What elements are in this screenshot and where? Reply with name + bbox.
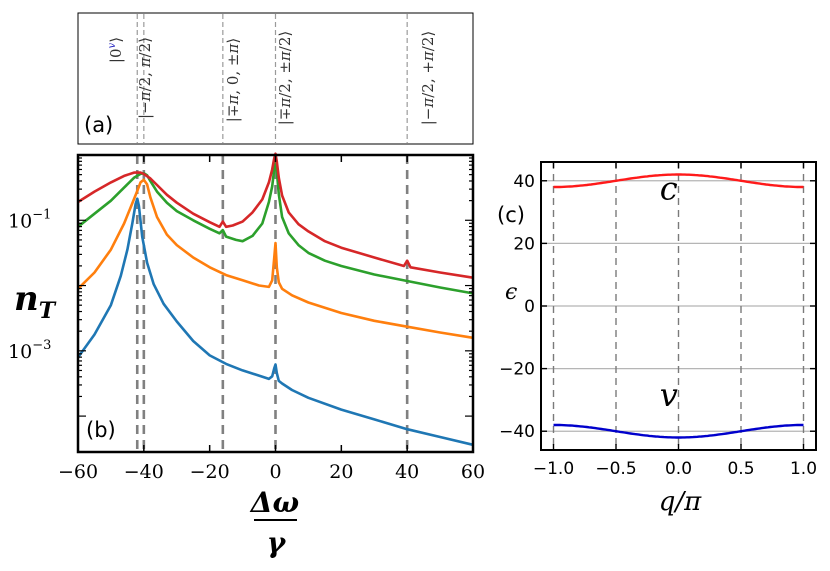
panel-b-xtick-label: 20 bbox=[329, 461, 353, 483]
panel-a: |0v⟩ |−π/2, π/2⟩ |∓π, 0, ±π⟩ |∓π/2, ±π/2… bbox=[77, 12, 474, 145]
series-line-green bbox=[77, 158, 474, 295]
svg-text:|−π/2, +π/2⟩: |−π/2, +π/2⟩ bbox=[419, 31, 437, 126]
panel-b-xtick-label: −60 bbox=[58, 461, 98, 483]
panel-c-yticks: 40 20 0 −20 −40 bbox=[499, 172, 816, 442]
panel-c-ylabel: ϵ bbox=[505, 280, 517, 305]
panel-c-ytick-label: 40 bbox=[513, 172, 535, 192]
state-label-pi2-cc: |−π/2, +π/2⟩ bbox=[419, 31, 437, 126]
panel-c-ytick-label: 20 bbox=[513, 234, 535, 254]
panel-b-xtick-label: 60 bbox=[461, 461, 485, 483]
band-label-v: v bbox=[660, 376, 678, 414]
panel-c-ytick-label: −40 bbox=[499, 422, 535, 442]
panel-c-xtick-label: 0.5 bbox=[727, 459, 754, 479]
panel-b-xtick-label: 40 bbox=[395, 461, 419, 483]
panel-c-xtick-label: 1.0 bbox=[790, 459, 817, 479]
panel-c-xlabel: q/π bbox=[659, 487, 702, 517]
state-label-pi2-v: |−π/2, π/2⟩ bbox=[136, 37, 154, 119]
panel-b-vlines bbox=[135, 155, 409, 452]
panel-b-xlabel: Δω γ bbox=[249, 486, 300, 559]
panel-b-ylabel-sub: T bbox=[39, 298, 57, 324]
panel-b: −60 −40 −20 0 20 40 60 10−1 10−3 (b) nT Δω γ bbox=[8, 152, 485, 559]
state-label-pi-vvc: |∓π, 0, ±π⟩ bbox=[224, 38, 242, 122]
series-line-red bbox=[77, 152, 474, 279]
band-line-v bbox=[553, 423, 804, 439]
panel-b-series bbox=[76, 152, 474, 447]
panel-b-ytick-label: 10−1 bbox=[8, 207, 51, 232]
svg-text:|∓π/2, ±π/2⟩: |∓π/2, ±π/2⟩ bbox=[276, 31, 294, 126]
state-label-pi2-vc: |∓π/2, ±π/2⟩ bbox=[276, 31, 294, 126]
panel-b-xticks: −60 −40 −20 0 20 40 60 bbox=[58, 155, 485, 483]
series-line-blue bbox=[76, 197, 474, 447]
svg-text:|−π/2, π/2⟩: |−π/2, π/2⟩ bbox=[136, 37, 154, 119]
panel-b-yticks: 10−1 10−3 bbox=[8, 154, 473, 417]
panel-c-ytick-label: 0 bbox=[524, 297, 535, 317]
panel-c-label: (c) bbox=[497, 203, 525, 227]
panel-b-ylabel: nT bbox=[14, 279, 57, 324]
panel-b-xtick-label: −40 bbox=[124, 461, 164, 483]
panel-b-xtick-label: 0 bbox=[269, 461, 281, 483]
band-label-c: c bbox=[660, 170, 678, 208]
panel-a-label: (a) bbox=[84, 113, 113, 137]
series-line-orange bbox=[77, 178, 474, 340]
panel-c-xtick-label: −1.0 bbox=[533, 459, 574, 479]
panel-b-xtick-label: −20 bbox=[190, 461, 230, 483]
band-line-c bbox=[553, 173, 804, 189]
state-label-0v: |0v⟩ bbox=[107, 37, 125, 63]
state-label-0v-sup: v bbox=[107, 42, 118, 48]
panel-b-xlabel-numerator: Δω bbox=[249, 486, 300, 519]
panel-c-ytick-label: −20 bbox=[499, 360, 535, 380]
panel-c-xtick-label: −0.5 bbox=[595, 459, 636, 479]
panel-a-frame bbox=[77, 12, 474, 145]
svg-text:|∓π, 0, ±π⟩: |∓π, 0, ±π⟩ bbox=[224, 38, 242, 122]
panel-c-xticks: −1.0 −0.5 0.0 0.5 1.0 bbox=[533, 162, 817, 479]
panel-b-xlabel-denominator: γ bbox=[267, 526, 287, 559]
panel-a-guide-lines bbox=[136, 14, 408, 143]
panel-b-ytick-label: 10−3 bbox=[8, 338, 51, 363]
panel-c-xtick-label: 0.0 bbox=[665, 459, 692, 479]
panel-c-series bbox=[553, 173, 804, 439]
panel-c-grid bbox=[541, 162, 816, 450]
panel-b-label: (b) bbox=[86, 418, 116, 442]
svg-text:|0v⟩: |0v⟩ bbox=[107, 37, 125, 63]
